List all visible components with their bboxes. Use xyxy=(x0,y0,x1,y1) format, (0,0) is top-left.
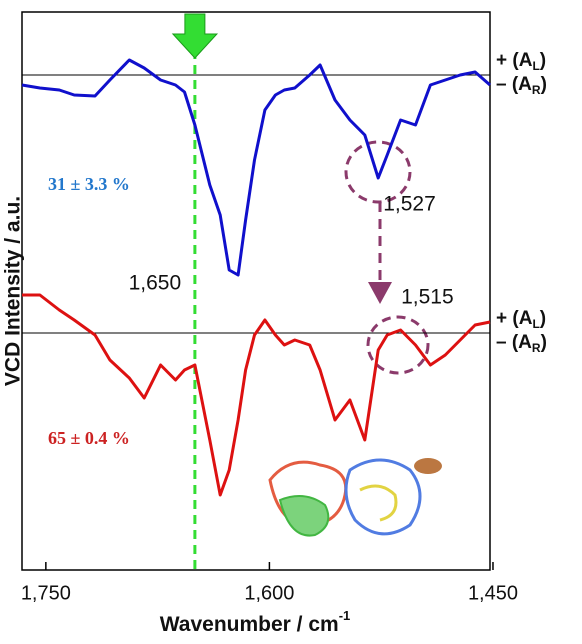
x-axis-title-text: Wavenumber / cm xyxy=(160,613,339,636)
sign-label-sub: R xyxy=(532,83,541,97)
sign-label-close: ) xyxy=(540,50,546,71)
sign-label-close: ) xyxy=(541,332,547,353)
x-axis-title: Wavenumber / cm-1 xyxy=(160,608,351,635)
x-axis-title-sup: -1 xyxy=(339,608,351,623)
series-label: 31 ± 3.3 % xyxy=(48,174,130,194)
protein-image xyxy=(270,458,442,536)
sign-label: + (AL) xyxy=(496,308,546,331)
marker-label: 1,650 xyxy=(129,272,182,295)
sign-label-text: + (A xyxy=(496,50,533,71)
x-tick-label: 1,750 xyxy=(21,582,71,604)
sign-label-text: – (A xyxy=(496,332,532,353)
series-label: 65 ± 0.4 % xyxy=(48,428,130,448)
sign-label-close: ) xyxy=(540,308,546,329)
sign-label-close: ) xyxy=(541,74,547,95)
sign-label-sub: R xyxy=(532,341,541,355)
sign-label: – (AR) xyxy=(496,332,547,355)
x-tick-label: 1,600 xyxy=(244,582,294,604)
chart: VCD Intensity / a.u. Wavenumber / cm-1 1… xyxy=(0,0,582,639)
y-axis-title: VCD Intensity / a.u. xyxy=(2,196,25,386)
peak-label: 1,515 xyxy=(401,286,454,309)
sign-label-text: – (A xyxy=(496,74,532,95)
shift-arrow-head xyxy=(368,282,392,304)
sign-label-sub: L xyxy=(532,59,539,73)
peak-label: 1,527 xyxy=(383,193,436,216)
marker-arrow xyxy=(173,14,217,58)
sign-label: – (AR) xyxy=(496,74,547,97)
spectrum-line xyxy=(22,60,490,275)
sign-label-text: + (A xyxy=(496,308,533,329)
sign-label-sub: L xyxy=(532,317,539,331)
sign-label: + (AL) xyxy=(496,50,546,73)
x-tick-label: 1,450 xyxy=(468,582,518,604)
